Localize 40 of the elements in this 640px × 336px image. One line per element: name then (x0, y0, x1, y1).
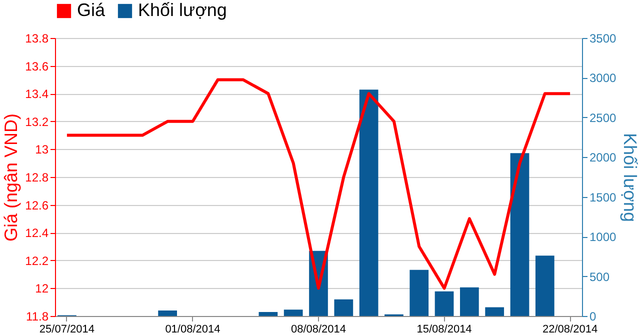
y-tick-label: 13.4 (25, 87, 49, 102)
y-tick-label: 12.6 (25, 198, 49, 212)
y-tick-label: 12 (35, 282, 49, 296)
y2-tick-label: 0 (590, 310, 596, 324)
y-tick-label: 11.8 (26, 310, 49, 324)
y-tick-label: 13.2 (25, 114, 49, 129)
bar (410, 270, 429, 316)
legend-label: Khối lượng (138, 0, 227, 20)
bar (485, 307, 504, 316)
y2-tick-label: 1000 (590, 230, 617, 244)
x-tick-label: 22/08/2014 (542, 324, 598, 336)
y2-tick-label: 3000 (590, 71, 617, 86)
y-tick-label: 12.4 (25, 226, 49, 240)
x-tick-label: 08/08/2014 (290, 324, 346, 336)
y-tick-label: 12.8 (25, 170, 49, 184)
legend-label: Giá (77, 0, 106, 20)
y2-tick-label: 3500 (590, 32, 617, 46)
bar (535, 256, 554, 316)
x-tick-label: 15/08/2014 (416, 324, 472, 336)
bar (334, 299, 354, 316)
line-series (65, 78, 572, 290)
y-tick-label: 13.6 (25, 59, 49, 74)
y-tick-label: 13 (35, 142, 49, 157)
bar (460, 287, 479, 316)
y-tick-label: 12.2 (25, 254, 49, 268)
bar (359, 90, 378, 316)
bar (434, 291, 454, 316)
bar (510, 153, 530, 316)
y2-tick-label: 500 (590, 270, 610, 284)
x-tick-label: 25/07/2014 (39, 324, 94, 336)
y2-tick-label: 1500 (590, 190, 617, 204)
y2-tick-label: 2500 (590, 110, 617, 125)
x-tick-label: 01/08/2014 (165, 324, 220, 336)
bar (158, 310, 177, 316)
y-axis-title: Giá (ngân VND) (1, 113, 22, 242)
bar (284, 310, 303, 316)
y2-axis-title: Khối lượng (620, 133, 640, 222)
y-tick-label: 13.8 (25, 32, 49, 46)
bar (258, 312, 278, 316)
y2-tick-label: 2000 (590, 150, 617, 165)
